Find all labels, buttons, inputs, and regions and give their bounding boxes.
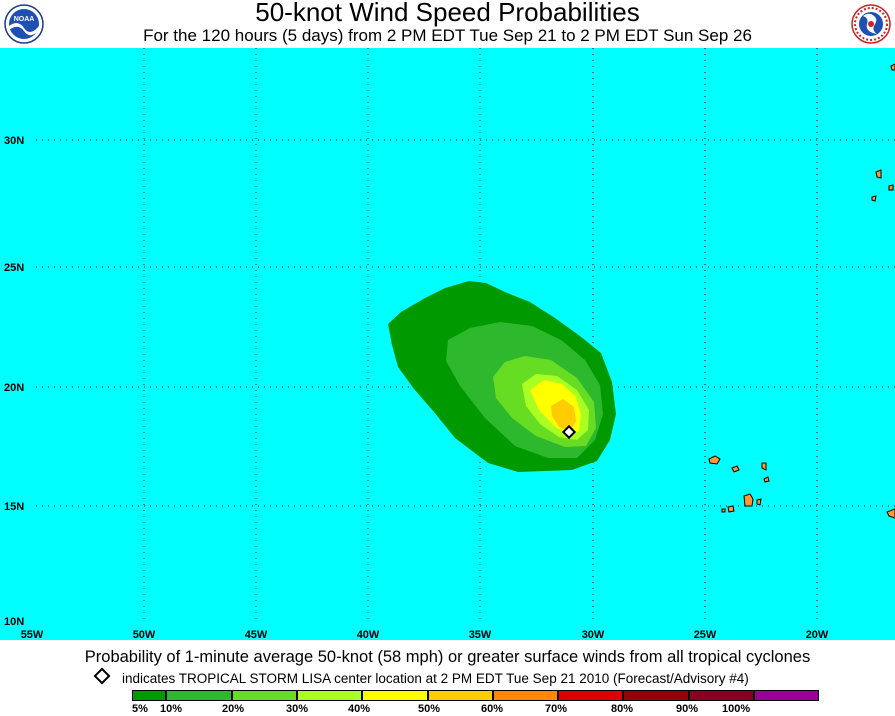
longitude-label: 30W — [582, 629, 605, 640]
page-title: 50-knot Wind Speed Probabilities — [255, 0, 640, 27]
latitude-label: 20N — [4, 382, 24, 394]
island — [756, 498, 762, 506]
island — [763, 476, 770, 483]
legend-swatch — [493, 690, 558, 701]
legend-swatch — [558, 690, 623, 701]
legend-label: 20% — [222, 703, 245, 715]
legend-label: 10% — [160, 703, 183, 715]
island — [890, 63, 895, 71]
page-subtitle: For the 120 hours (5 days) from 2 PM EDT… — [143, 26, 752, 45]
storm-note: indicates TROPICAL STORM LISA center loc… — [90, 667, 749, 687]
latitude-label: 15N — [4, 501, 24, 513]
longitude-label: 45W — [245, 629, 268, 640]
longitude-label: 25W — [694, 629, 717, 640]
island — [875, 169, 882, 179]
latitude-label: 10N — [4, 616, 24, 628]
latitude-label: 25N — [4, 262, 24, 274]
legend-label: 30% — [286, 703, 309, 715]
island — [871, 195, 877, 202]
island — [761, 462, 767, 471]
legend-swatch — [754, 690, 819, 701]
island-group — [708, 63, 895, 519]
legend-swatch — [428, 690, 493, 701]
latitude-label: 30N — [4, 135, 24, 147]
coastline — [886, 508, 895, 519]
legend-swatch — [166, 690, 232, 701]
longitude-label: 55W — [21, 629, 44, 640]
legend-label: 70% — [545, 703, 568, 715]
header: NOAA 50-knot Wind Speed Probabilities Fo… — [0, 0, 895, 48]
legend-label: 80% — [611, 703, 634, 715]
longitude-label: 40W — [357, 629, 380, 640]
island — [743, 493, 754, 507]
legend-label: 40% — [348, 703, 371, 715]
svg-text:NOAA: NOAA — [14, 16, 35, 23]
island — [708, 455, 721, 465]
legend-label: 90% — [676, 703, 699, 715]
island — [731, 465, 740, 473]
legend-swatch — [689, 690, 754, 701]
contour-50pct — [551, 399, 576, 431]
diamond-icon — [93, 667, 111, 685]
island — [888, 184, 894, 191]
island — [727, 505, 735, 513]
legend-label: 5% — [132, 703, 148, 715]
legend-label: 50% — [418, 703, 441, 715]
legend-label: 100% — [722, 703, 751, 715]
legend-label: 60% — [481, 703, 504, 715]
footer-caption: Probability of 1-minute average 50-knot … — [84, 648, 811, 666]
legend-swatch — [623, 690, 689, 701]
longitude-label: 20W — [806, 629, 829, 640]
longitude-label: 50W — [133, 629, 156, 640]
nws-logo-icon — [851, 4, 891, 44]
storm-note-text: indicates TROPICAL STORM LISA center loc… — [122, 671, 749, 686]
storm-center-diamond-icon — [561, 424, 577, 440]
noaa-logo-icon: NOAA — [4, 4, 44, 44]
island — [721, 508, 726, 513]
longitude-label: 35W — [469, 629, 492, 640]
legend-swatch — [297, 690, 362, 701]
legend-swatch — [132, 690, 166, 701]
probability-map: 55W 50W 45W 40W 35W 30W 25W 20W 30N 25N 20N 15N 10N — [0, 48, 895, 641]
legend-swatch — [232, 690, 297, 701]
legend-swatch — [362, 690, 428, 701]
